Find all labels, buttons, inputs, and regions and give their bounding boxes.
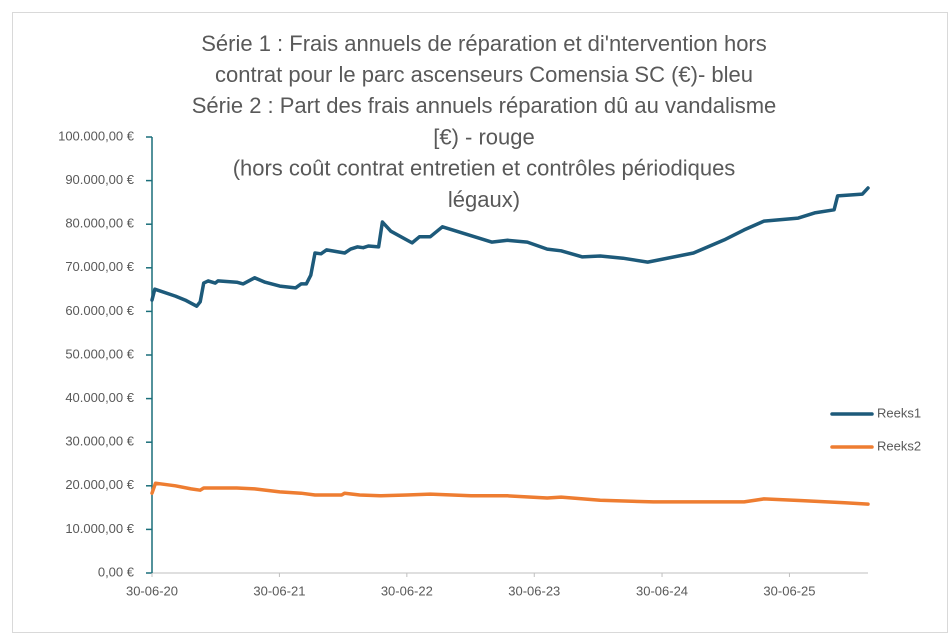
chart-title: légaux) bbox=[448, 187, 520, 212]
y-tick-label: 80.000,00 € bbox=[65, 216, 134, 231]
y-tick-label: 10.000,00 € bbox=[65, 521, 134, 536]
chart-title: Série 1 : Frais annuels de réparation et… bbox=[201, 31, 767, 56]
x-tick-label: 30-06-24 bbox=[636, 583, 688, 598]
x-tick-label: 30-06-23 bbox=[508, 583, 560, 598]
series-line bbox=[150, 186, 870, 308]
y-tick-label: 60.000,00 € bbox=[65, 303, 134, 318]
y-tick-label: 20.000,00 € bbox=[65, 477, 134, 492]
chart-frame bbox=[12, 12, 948, 633]
x-tick-label: 30-06-21 bbox=[253, 583, 305, 598]
y-tick-label: 40.000,00 € bbox=[65, 390, 134, 405]
chart-title: contrat pour le parc ascenseurs Comensia… bbox=[215, 62, 753, 87]
y-tick-label: 30.000,00 € bbox=[65, 434, 134, 449]
x-tick-label: 30-06-25 bbox=[763, 583, 815, 598]
x-tick-label: 30-06-22 bbox=[381, 583, 433, 598]
legend-label: Reeks2 bbox=[877, 438, 921, 453]
x-tick-label: 30-06-20 bbox=[126, 583, 178, 598]
y-tick-label: 90.000,00 € bbox=[65, 172, 134, 187]
chart-title: [€) - rouge bbox=[433, 124, 535, 149]
chart-title: (hors coût contrat entretien et contrôle… bbox=[233, 156, 736, 181]
series-line bbox=[150, 481, 870, 506]
chart-title: Série 2 : Part des frais annuels réparat… bbox=[192, 93, 777, 118]
y-tick-label: 50.000,00 € bbox=[65, 346, 134, 361]
y-tick-label: 0,00 € bbox=[98, 564, 135, 579]
legend-label: Reeks1 bbox=[877, 405, 921, 420]
y-tick-label: 100.000,00 € bbox=[58, 128, 135, 143]
y-tick-label: 70.000,00 € bbox=[65, 259, 134, 274]
